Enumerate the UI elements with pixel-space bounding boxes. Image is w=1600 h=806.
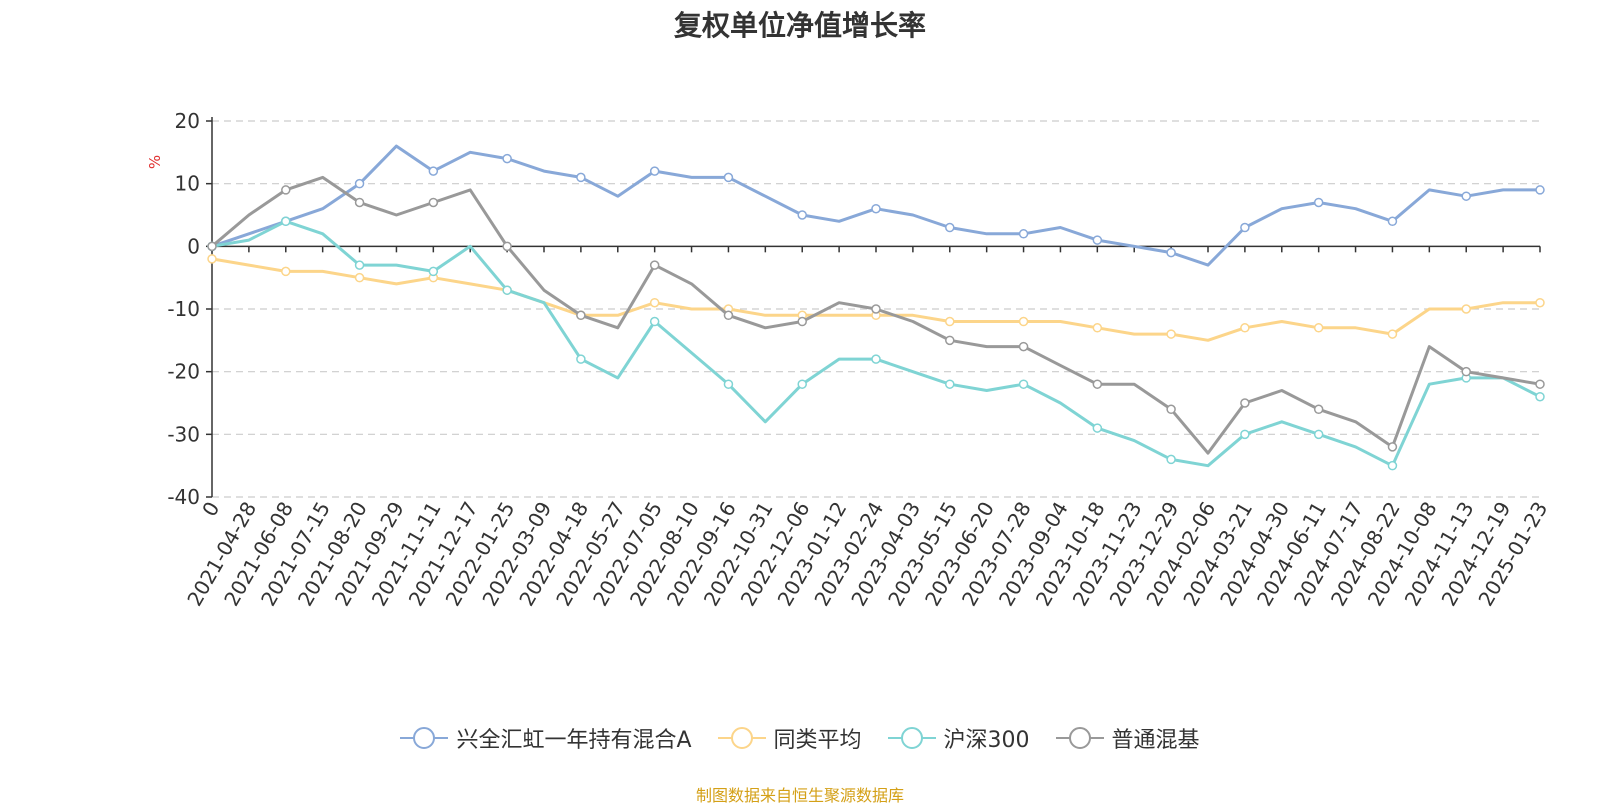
data-point[interactable] (1092, 423, 1103, 433)
data-point[interactable] (354, 178, 365, 189)
legend-marker-icon (1055, 727, 1104, 749)
data-point[interactable] (649, 166, 660, 176)
legend-marker-icon (887, 727, 936, 749)
data-point[interactable] (1166, 329, 1176, 339)
data-point[interactable] (797, 210, 807, 220)
data-point[interactable] (428, 166, 439, 176)
data-point[interactable] (649, 260, 660, 270)
data-point[interactable] (502, 153, 512, 164)
legend-label: 同类平均 (773, 728, 862, 753)
legend-label: 兴全汇虹一年持有混合A (456, 728, 692, 753)
data-point[interactable] (1535, 297, 1545, 308)
data-point[interactable] (1018, 379, 1029, 389)
data-point[interactable] (723, 379, 734, 389)
data-point[interactable] (1387, 329, 1398, 339)
legend-item[interactable]: 兴全汇虹一年持有混合A (400, 722, 692, 754)
data-point[interactable] (1461, 304, 1471, 314)
data-point[interactable] (1240, 398, 1250, 408)
data-point[interactable] (1535, 391, 1545, 402)
legend: 兴全汇虹一年持有混合A 同类平均 沪深300 普通混基 (0, 722, 1600, 754)
series-line-2 (211, 219, 1541, 468)
data-point[interactable] (1461, 191, 1471, 201)
data-point[interactable] (649, 297, 660, 308)
y-tick-label: 0 (187, 234, 200, 258)
data-point[interactable] (576, 310, 586, 321)
y-tick-label: -20 (167, 360, 200, 384)
data-point[interactable] (1240, 222, 1250, 233)
data-point[interactable] (945, 222, 955, 233)
data-point[interactable] (945, 379, 955, 389)
legend-item[interactable]: 同类平均 (717, 722, 862, 754)
legend-label: 沪深300 (943, 728, 1030, 753)
y-tick-label: -30 (167, 422, 200, 446)
chart-title: 复权单位净值增长率 (673, 9, 926, 42)
data-point[interactable] (797, 316, 807, 327)
data-point[interactable] (502, 241, 512, 252)
data-point[interactable] (1166, 247, 1176, 258)
legend-item[interactable]: 沪深300 (887, 722, 1030, 754)
data-point[interactable] (207, 254, 217, 264)
data-point[interactable] (1166, 454, 1176, 465)
data-point[interactable] (428, 266, 439, 277)
data-point[interactable] (723, 310, 734, 321)
y-tick-label: -10 (167, 297, 200, 321)
data-point[interactable] (428, 197, 439, 208)
data-point[interactable] (354, 272, 365, 283)
x-tick-label: 0 (197, 498, 224, 521)
data-point[interactable] (1535, 379, 1545, 389)
data-point[interactable] (871, 203, 881, 214)
data-point[interactable] (281, 185, 291, 195)
data-point[interactable] (1313, 429, 1324, 440)
data-point[interactable] (649, 316, 660, 327)
data-point[interactable] (1092, 235, 1103, 245)
data-point[interactable] (1240, 323, 1250, 333)
series-line-1 (211, 257, 1540, 342)
data-point[interactable] (354, 260, 365, 270)
data-point[interactable] (1240, 429, 1250, 440)
data-point[interactable] (281, 216, 291, 227)
data-point[interactable] (1092, 379, 1103, 389)
data-point[interactable] (207, 241, 217, 252)
data-point[interactable] (281, 266, 291, 277)
data-point[interactable] (1092, 323, 1103, 333)
data-point[interactable] (576, 354, 586, 364)
data-point[interactable] (354, 197, 365, 208)
data-point[interactable] (1387, 442, 1398, 452)
data-point[interactable] (797, 379, 807, 389)
data-point[interactable] (871, 354, 881, 364)
data-point[interactable] (1166, 404, 1176, 415)
data-point[interactable] (1313, 197, 1324, 208)
source-note: 制图数据来自恒生聚源数据库 (695, 786, 904, 805)
data-point[interactable] (723, 172, 734, 183)
data-point[interactable] (945, 335, 955, 346)
series-layer (207, 144, 1545, 471)
legend-marker-icon (400, 727, 449, 749)
y-tick-label: 10 (175, 172, 200, 196)
data-point[interactable] (1387, 460, 1398, 471)
data-point[interactable] (1313, 323, 1324, 333)
data-point[interactable] (1018, 341, 1029, 352)
data-point[interactable] (1387, 216, 1398, 227)
data-point[interactable] (1018, 229, 1029, 239)
y-tick-label: 20 (175, 109, 200, 133)
legend-item[interactable]: 普通混基 (1055, 722, 1200, 754)
data-point[interactable] (502, 285, 512, 295)
data-point[interactable] (1313, 404, 1324, 415)
y-axis-label: % (146, 155, 164, 169)
y-tick-label: -40 (167, 485, 200, 509)
data-point[interactable] (576, 172, 586, 183)
data-point[interactable] (945, 316, 955, 327)
data-point[interactable] (1018, 316, 1029, 327)
data-point[interactable] (1535, 185, 1545, 195)
legend-marker-icon (717, 727, 766, 749)
data-point[interactable] (871, 304, 881, 314)
data-point[interactable] (1461, 366, 1471, 377)
legend-label: 普通混基 (1111, 728, 1200, 753)
